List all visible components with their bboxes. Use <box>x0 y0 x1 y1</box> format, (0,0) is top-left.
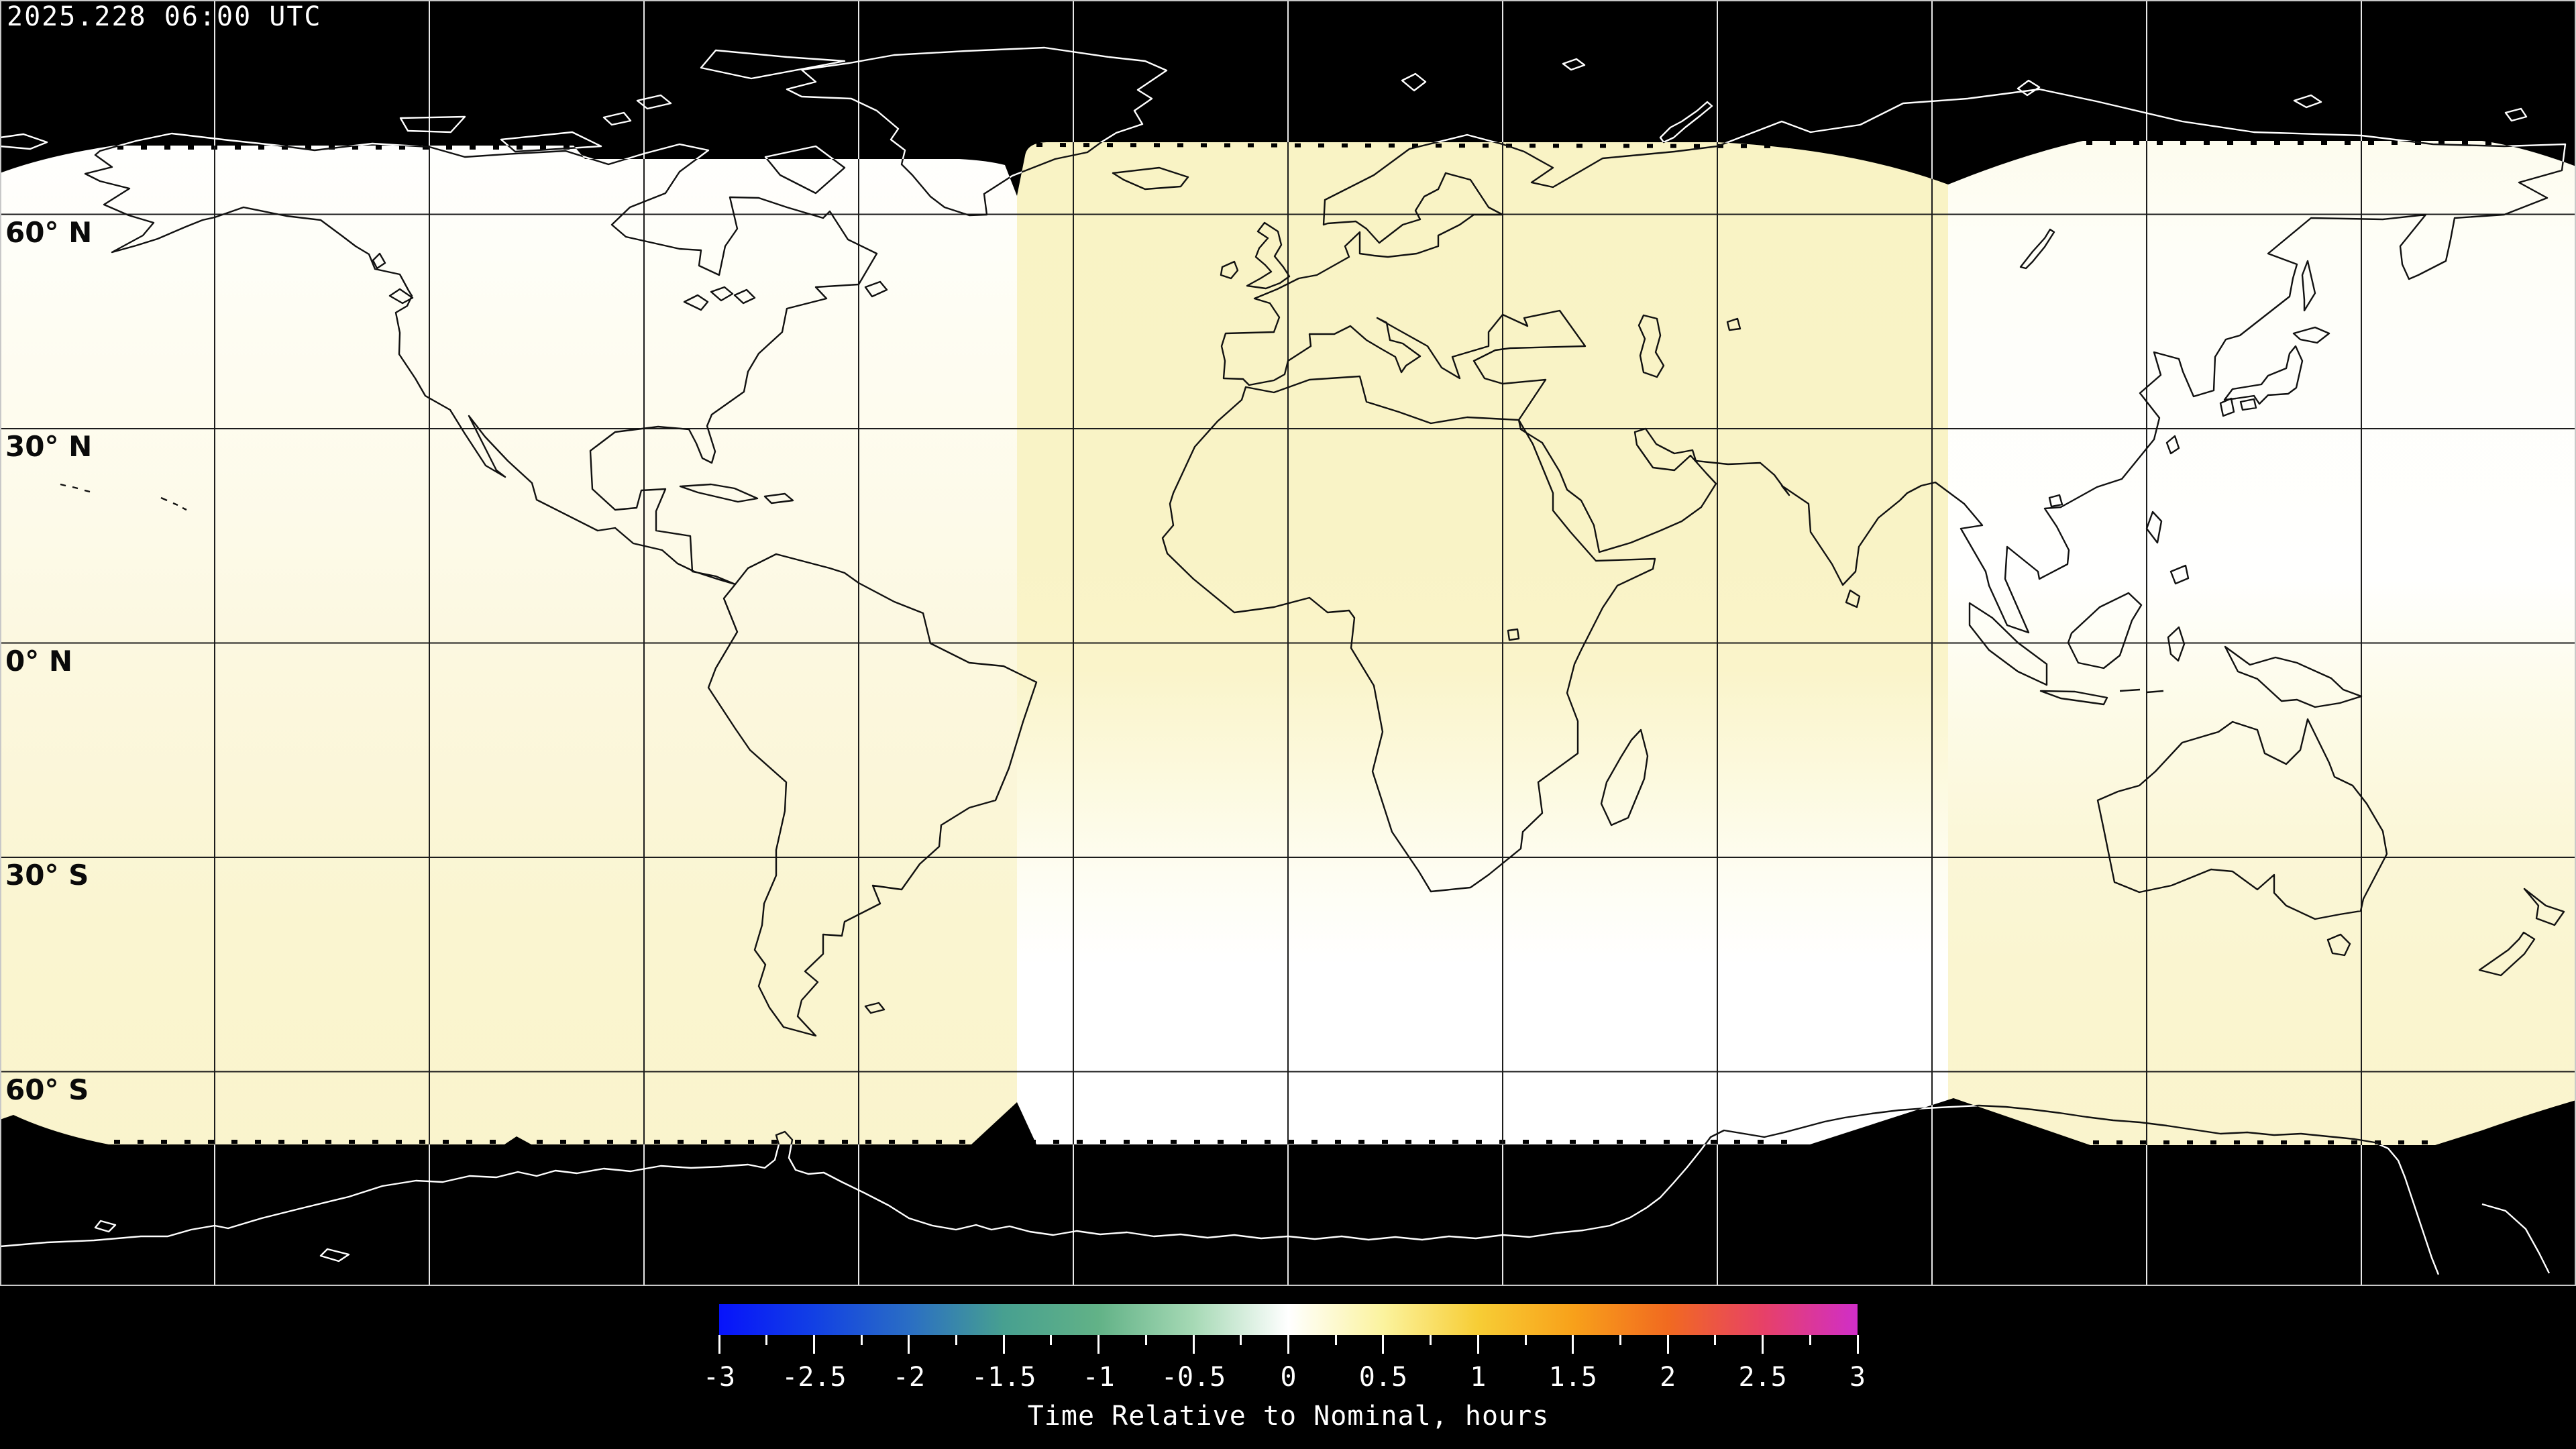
colorbar-major-tick <box>1477 1335 1479 1354</box>
colorbar-minor-tick <box>1240 1335 1242 1345</box>
colorbar-major-tick <box>1762 1335 1764 1354</box>
colorbar-major-tick <box>1856 1335 1859 1354</box>
colorbar-minor-tick <box>955 1335 958 1345</box>
colorbar-tick-label: 1 <box>1470 1362 1487 1393</box>
colorbar-tick-label: -2 <box>892 1362 925 1393</box>
colorbar-major-tick <box>718 1335 720 1354</box>
colorbar-tick-label: 1.5 <box>1548 1362 1597 1393</box>
lat-label: 60° N <box>5 215 93 249</box>
map-frame <box>0 0 2576 1286</box>
colorbar-major-tick <box>1287 1335 1289 1354</box>
colorbar-tick-label: -0.5 <box>1161 1362 1226 1393</box>
colorbar-minor-tick <box>1714 1335 1717 1345</box>
colorbar-major-tick <box>1097 1335 1100 1354</box>
colorbar-tick-label: -1 <box>1082 1362 1115 1393</box>
colorbar-minor-tick <box>1050 1335 1053 1345</box>
colorbar-major-tick <box>1572 1335 1574 1354</box>
colorbar-tick-label: -3 <box>702 1362 736 1393</box>
colorbar-minor-tick <box>1144 1335 1147 1345</box>
colorbar-minor-tick <box>1430 1335 1432 1345</box>
colorbar-tick-label: 0.5 <box>1358 1362 1408 1393</box>
colorbar-tick-label: 0 <box>1280 1362 1297 1393</box>
colorbar-minor-tick <box>860 1335 863 1345</box>
lat-label: 60° S <box>5 1073 89 1106</box>
colorbar-gradient <box>719 1304 1858 1335</box>
swath-boundary-dither <box>114 141 2496 1144</box>
lat-label: 30° S <box>5 859 89 892</box>
lat-label: 0° N <box>5 644 72 678</box>
colorbar-major-tick <box>1382 1335 1385 1354</box>
timestamp: 2025.228 06:00 UTC <box>7 1 322 32</box>
colorbar-major-tick <box>1192 1335 1195 1354</box>
colorbar-minor-tick <box>1334 1335 1337 1345</box>
world-map <box>0 0 2576 1286</box>
graticule-on-void <box>0 0 2576 1286</box>
colorbar-minor-tick <box>765 1335 768 1345</box>
colorbar-tick-label: -1.5 <box>971 1362 1036 1393</box>
colorbar-major-tick <box>908 1335 910 1354</box>
colorbar-tick-label: 3 <box>1849 1362 1866 1393</box>
colorbar <box>719 1304 1858 1335</box>
colorbar-major-tick <box>1002 1335 1005 1354</box>
lat-label: 30° N <box>5 430 93 463</box>
colorbar-major-tick <box>812 1335 815 1354</box>
colorbar-minor-tick <box>1809 1335 1811 1345</box>
colorbar-major-tick <box>1666 1335 1669 1354</box>
colorbar-minor-tick <box>1619 1335 1621 1345</box>
colorbar-tick-label: -2.5 <box>782 1362 847 1393</box>
colorbar-tick-label: 2 <box>1660 1362 1676 1393</box>
colorbar-caption: Time Relative to Nominal, hours <box>1027 1401 1550 1432</box>
colorbar-tick-label: 2.5 <box>1738 1362 1787 1393</box>
colorbar-minor-tick <box>1524 1335 1527 1345</box>
